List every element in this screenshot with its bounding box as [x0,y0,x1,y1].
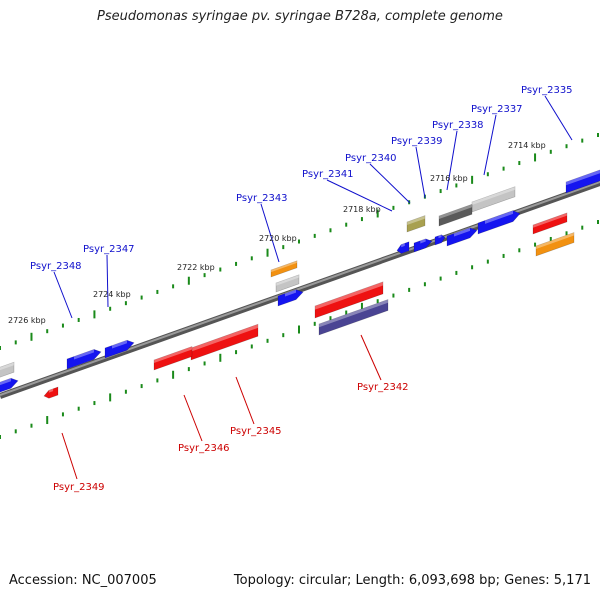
gene-feature [0,377,19,393]
gene-leader-line [544,95,573,141]
gene-leader-line [235,376,255,425]
gene-feature [0,361,15,378]
kbp-label: 2720 kbp [259,234,297,243]
gene-feature [277,289,304,307]
gene-label: Psyr_2342 [357,382,409,393]
gene-leader-line [360,334,382,381]
gene-label: Psyr_2346 [178,443,230,454]
gene-leader-line [326,179,393,212]
kbp-label: 2724 kbp [93,290,131,299]
gene-feature [535,232,575,257]
gene-feature [477,210,521,235]
gene-leader-line [415,146,426,199]
gene-label: Psyr_2348 [30,261,82,272]
label-leaders [53,95,573,480]
gene-feature [153,346,193,371]
kbp-label: 2726 kbp [8,316,46,325]
gene-feature [270,260,298,278]
gene-label: Psyr_2340 [345,153,397,164]
genome-summary-text: Topology: circular; Length: 6,093,698 bp… [233,573,591,588]
gene-label: Psyr_2338 [432,120,484,131]
gene-label: Psyr_2335 [521,85,573,96]
gene-label: Psyr_2345 [230,426,282,437]
gene-feature [413,238,433,253]
gene-label: Psyr_2341 [302,169,354,180]
gene-label: Psyr_2343 [236,193,288,204]
gene-leader-line [260,203,280,263]
gene-feature [66,349,102,370]
accession-text: Accession: NC_007005 [9,573,157,588]
gene-leader-line [369,163,411,204]
gene-feature [565,169,600,194]
gene-label: Psyr_2339 [391,136,443,147]
gene-feature [446,227,478,247]
genome-title: Pseudomonas syringae pv. syringae B728a,… [97,9,503,24]
gene-label: Psyr_2347 [83,244,135,255]
kbp-label: 2714 kbp [508,141,546,150]
gene-feature [532,212,568,235]
gene-features [0,169,600,399]
gene-leader-line [446,130,458,191]
gene-feature [406,215,426,233]
gene-leader-line [106,254,109,308]
kbp-label: 2718 kbp [343,205,381,214]
gene-feature [318,299,389,336]
gene-feature [275,274,300,293]
gene-feature [190,323,259,361]
gene-feature [471,186,516,213]
gene-label: Psyr_2337 [471,104,523,115]
gene-feature [396,241,410,254]
gene-leader-line [53,271,73,319]
gene-leader-line [483,114,497,176]
gene-feature [104,339,135,359]
gene-leader-line [61,432,78,480]
kbp-label: 2716 kbp [430,174,468,183]
labels: 2714 kbp 2716 kbp 2718 kbp 2720 kbp 2722 kbp… [8,85,573,493]
gene-feature [314,281,384,319]
kbp-label: 2722 kbp [177,263,215,272]
tick-marks [0,133,599,439]
gene-label: Psyr_2349 [53,482,105,493]
gene-feature [438,203,473,227]
gene-feature [434,234,446,246]
gene-feature [43,386,59,399]
gene-leader-line [183,394,203,442]
